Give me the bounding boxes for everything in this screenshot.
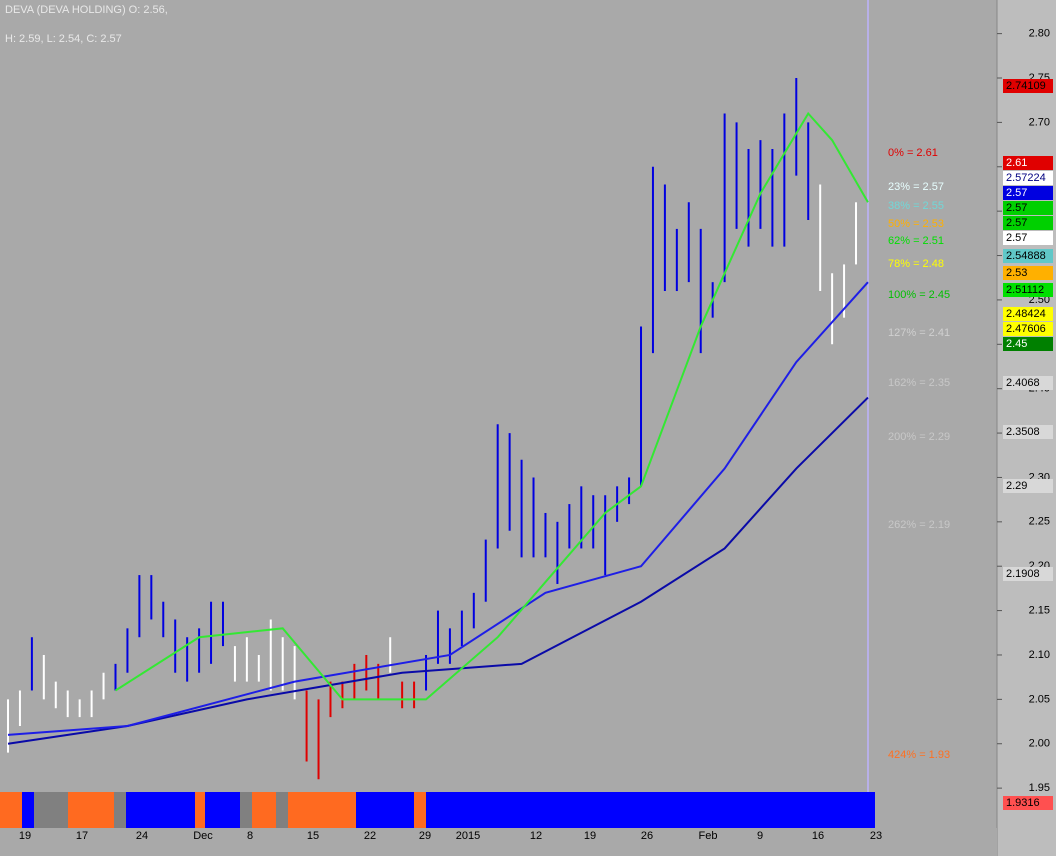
fib-label: 78% = 2.48	[888, 258, 944, 270]
x-tick-label: 8	[247, 830, 253, 842]
indicator-line	[7, 281, 869, 736]
panel-block	[68, 792, 114, 828]
price-tag	[1003, 79, 1053, 93]
price-tag-label: 2.45	[1006, 338, 1027, 350]
price-tag-label: 2.53	[1006, 267, 1027, 279]
x-tick-label: 15	[307, 830, 319, 842]
y-tick-label: 2.25	[1029, 516, 1050, 528]
price-tag-label: 1.9316	[1006, 797, 1040, 809]
panel-block	[34, 792, 68, 828]
x-tick-label: Dec	[193, 830, 213, 842]
x-tick-label: 29	[419, 830, 431, 842]
panel-block	[114, 792, 126, 828]
fib-label: 424% = 1.93	[888, 749, 950, 761]
price-tag-label: 2.61	[1006, 157, 1027, 169]
y-tick-label: 2.10	[1029, 649, 1050, 661]
price-tag-label: 2.57	[1006, 217, 1027, 229]
price-tag-label: 2.3508	[1006, 426, 1040, 438]
panel-block	[240, 792, 252, 828]
fib-label: 50% = 2.53	[888, 218, 944, 230]
price-tag-label: 2.57224	[1006, 172, 1046, 184]
price-tag-label: 2.57	[1006, 202, 1027, 214]
fib-label: 23% = 2.57	[888, 181, 944, 193]
indicator-line	[114, 111, 869, 701]
price-tag	[1003, 186, 1053, 200]
x-tick-label: 9	[757, 830, 763, 842]
price-tag-label: 2.1908	[1006, 568, 1040, 580]
y-tick-label: 2.70	[1029, 116, 1050, 128]
indicator-line	[7, 396, 869, 745]
price-tag-label: 2.29	[1006, 480, 1027, 492]
price-tag-label: 2.74109	[1006, 80, 1046, 92]
fib-label: 100% = 2.45	[888, 289, 950, 301]
price-tag	[1003, 249, 1053, 263]
panel-block	[252, 792, 276, 828]
fib-label: 162% = 2.35	[888, 377, 950, 389]
y-tick-label: 2.15	[1029, 605, 1050, 617]
y-tick-label: 2.00	[1029, 738, 1050, 750]
price-tag	[1003, 307, 1053, 321]
x-tick-label: 22	[364, 830, 376, 842]
x-tick-label: 12	[530, 830, 542, 842]
price-tag	[1003, 376, 1053, 390]
x-tick-label: 19	[584, 830, 596, 842]
price-tag-label: 2.57	[1006, 187, 1027, 199]
y-tick-label: 2.05	[1029, 693, 1050, 705]
price-tag	[1003, 567, 1053, 581]
price-tag	[1003, 283, 1053, 297]
price-tag	[1003, 201, 1053, 215]
date-strip	[0, 828, 997, 856]
price-tag	[1003, 796, 1053, 810]
price-tag	[1003, 337, 1053, 351]
price-tag	[1003, 479, 1053, 493]
fib-label: 38% = 2.55	[888, 200, 944, 212]
x-tick-label: 17	[76, 830, 88, 842]
x-tick-label: 23	[870, 830, 882, 842]
panel-block	[195, 792, 205, 828]
panel-block	[0, 792, 22, 828]
x-tick-label: 19	[19, 830, 31, 842]
fib-label: 62% = 2.51	[888, 235, 944, 247]
panel-block	[414, 792, 426, 828]
y-tick-label: 1.95	[1029, 782, 1050, 794]
price-tag	[1003, 425, 1053, 439]
price-tag	[1003, 266, 1053, 280]
chart-title: DEVA (DEVA HOLDING) O: 2.56,	[5, 4, 168, 16]
x-tick-label: 2015	[456, 830, 480, 842]
fib-label: 262% = 2.19	[888, 519, 950, 531]
fib-label: 0% = 2.61	[888, 147, 938, 159]
x-tick-label: 26	[641, 830, 653, 842]
fib-label: 127% = 2.41	[888, 327, 950, 339]
price-tag-label: 2.48424	[1006, 308, 1046, 320]
panel-bg	[0, 792, 875, 828]
panel-block	[288, 792, 356, 828]
price-tag-label: 2.54888	[1006, 250, 1046, 262]
price-tag-label: 2.4068	[1006, 377, 1040, 389]
price-tag-label: 2.47606	[1006, 323, 1046, 335]
chart-subtitle: H: 2.59, L: 2.54, C: 2.57	[5, 33, 122, 45]
price-tag	[1003, 156, 1053, 170]
x-tick-label: 24	[136, 830, 148, 842]
price-tag-label: 2.57	[1006, 232, 1027, 244]
price-tag	[1003, 216, 1053, 230]
price-tag	[1003, 322, 1053, 336]
y-tick-label: 2.80	[1029, 28, 1050, 40]
price-tag-label: 2.51112	[1006, 284, 1044, 296]
price-tag	[1003, 171, 1053, 185]
panel-block	[276, 792, 288, 828]
x-tick-label: 16	[812, 830, 824, 842]
x-tick-label: Feb	[699, 830, 718, 842]
fib-label: 200% = 2.29	[888, 431, 950, 443]
price-tag	[1003, 231, 1053, 245]
indicator-panel	[0, 792, 997, 856]
